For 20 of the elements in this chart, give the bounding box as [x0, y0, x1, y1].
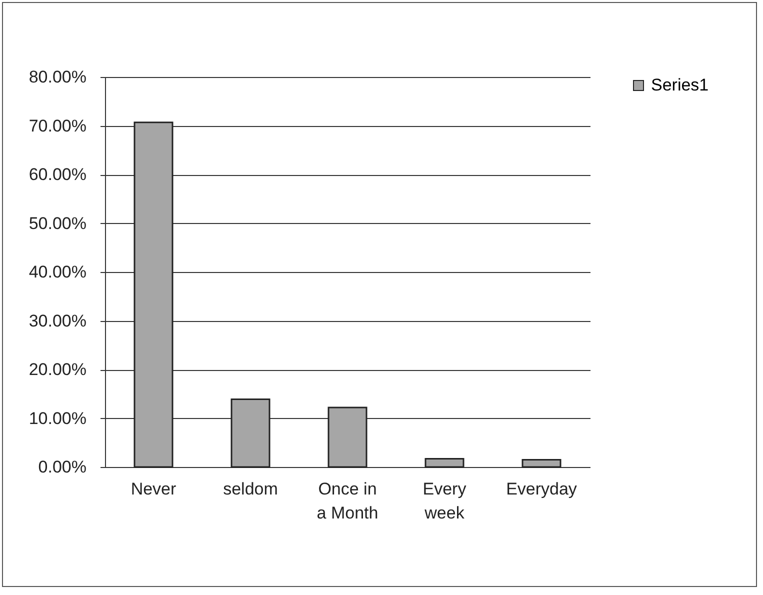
- bar: [328, 406, 368, 468]
- x-tick-label: Never: [130, 480, 177, 498]
- y-tick-label: 0.00%: [38, 458, 86, 476]
- y-tick-label: 60.00%: [28, 165, 86, 184]
- y-tick-label: 40.00%: [28, 262, 86, 282]
- x-tick-label: Everyday: [506, 480, 578, 498]
- bar: [230, 398, 270, 468]
- x-tick-label: seldom: [223, 480, 278, 498]
- y-tick-label: 50.00%: [28, 214, 86, 233]
- bar: [424, 458, 464, 468]
- bar: [134, 122, 174, 468]
- y-tick-label: 80.00%: [28, 68, 86, 86]
- y-tick-label: 20.00%: [28, 360, 86, 379]
- x-tick-label: Every week: [422, 480, 467, 522]
- x-tick-label: Once in a Month: [316, 480, 378, 522]
- legend-label: Series1: [651, 76, 709, 94]
- y-tick-label: 10.00%: [28, 408, 86, 428]
- y-tick-label: 70.00%: [28, 116, 86, 136]
- y-tick-label: 30.00%: [28, 311, 86, 330]
- bar: [522, 458, 562, 468]
